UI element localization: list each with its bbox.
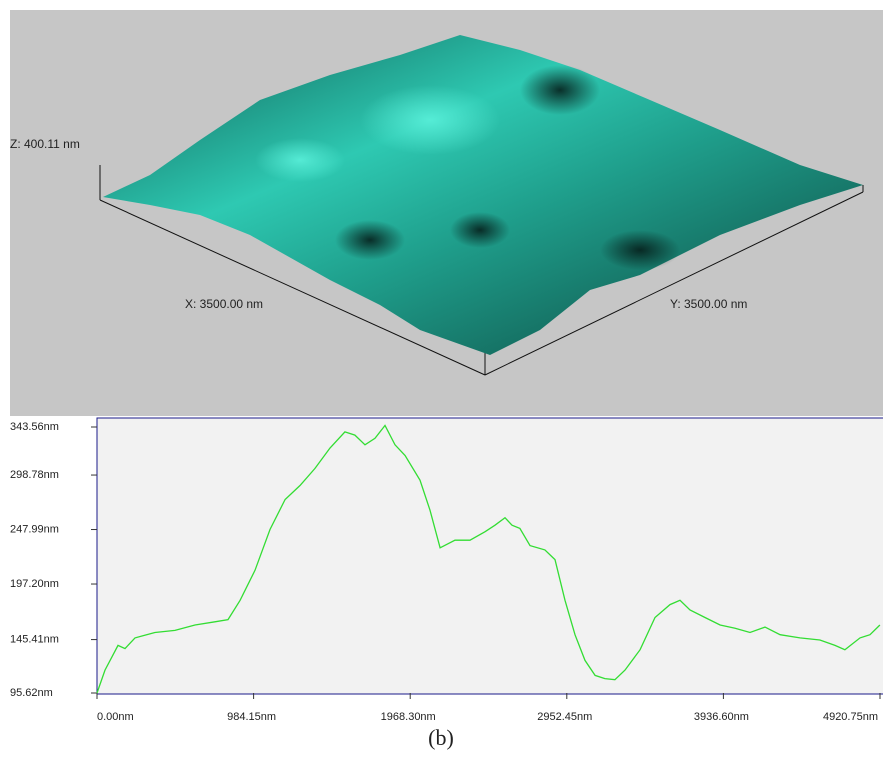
y-tick-label: 298.78nm xyxy=(10,469,59,481)
caption: (b) xyxy=(428,725,454,750)
x-tick-label: 984.15nm xyxy=(227,711,276,723)
x-tick-label: 0.00nm xyxy=(97,711,134,723)
x-tick-label: 3936.60nm xyxy=(694,711,749,723)
y-tick-label: 197.20nm xyxy=(10,578,59,590)
y-tick-label: 145.41nm xyxy=(10,633,59,645)
surface-render xyxy=(99,35,864,376)
plot-area xyxy=(96,417,883,695)
x-label: X: 3500.00 nm xyxy=(185,297,263,311)
x-tick-label: 1968.30nm xyxy=(381,711,436,723)
y-tick-label: 343.56nm xyxy=(10,421,59,433)
x-tick-label: 4920.75nm xyxy=(823,711,878,723)
y-tick-label: 247.99nm xyxy=(10,523,59,535)
x-tick-label: 2952.45nm xyxy=(537,711,592,723)
y-label: Y: 3500.00 nm xyxy=(670,297,747,311)
y-tick-label: 95.62nm xyxy=(10,687,53,699)
z-label: Z: 400.11 nm xyxy=(10,137,80,151)
profile-line xyxy=(96,424,881,694)
